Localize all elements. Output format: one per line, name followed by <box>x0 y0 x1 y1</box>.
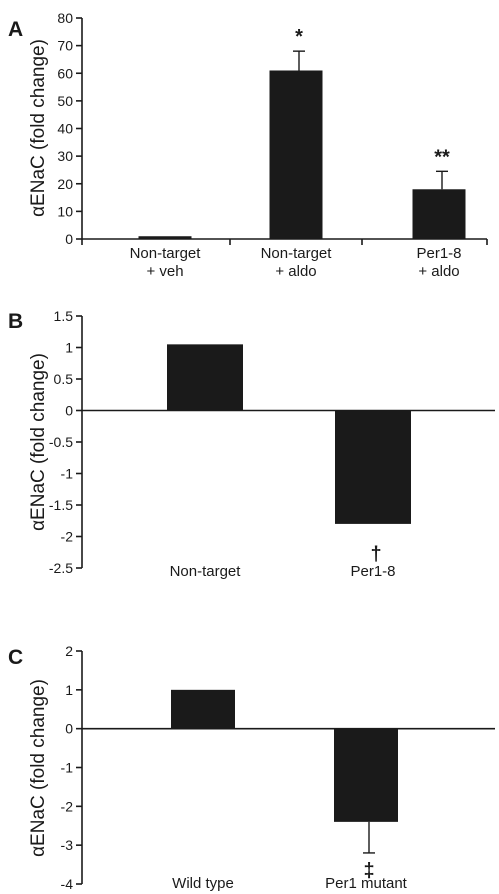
y-tick-label: -2 <box>61 529 74 545</box>
y-tick-label: 1.5 <box>54 308 74 324</box>
bar <box>335 410 411 524</box>
y-tick-label: 80 <box>57 10 73 26</box>
bar <box>167 344 243 411</box>
y-axis-title: αENaC (fold change) <box>28 39 49 217</box>
y-axis-title: αENaC (fold change) <box>28 353 49 531</box>
category-label: Non-target <box>170 563 242 580</box>
y-tick-label: 20 <box>57 176 73 192</box>
panel-letter: A <box>8 18 23 41</box>
y-tick-label: -2 <box>61 798 74 814</box>
y-tick-label: 60 <box>57 65 73 81</box>
category-label: Non-target <box>261 245 333 262</box>
y-tick-label: 0 <box>65 403 73 419</box>
bar <box>138 236 192 239</box>
y-tick-label: 0.5 <box>54 371 74 387</box>
y-axis-title: αENaC (fold change) <box>28 679 49 857</box>
y-tick-label: 10 <box>57 203 73 219</box>
y-tick-label: -4 <box>61 876 74 892</box>
y-tick-label: -3 <box>61 837 74 853</box>
category-label: Per1 mutant <box>325 875 408 892</box>
y-tick-label: 0 <box>65 231 73 247</box>
y-tick-label: 1 <box>65 340 73 356</box>
significance-marker: * <box>295 26 303 48</box>
y-tick-label: 30 <box>57 148 73 164</box>
category-label: Non-target <box>130 245 202 262</box>
significance-marker: † <box>370 544 381 566</box>
y-tick-label: 70 <box>57 38 73 54</box>
y-tick-label: -0.5 <box>49 434 73 450</box>
y-tick-label: 40 <box>57 121 73 137</box>
category-label: + veh <box>146 263 183 280</box>
y-tick-label: -1 <box>61 760 74 776</box>
y-tick-label: -1.5 <box>49 497 73 513</box>
significance-marker: ** <box>434 146 450 168</box>
category-label: Wild type <box>172 875 234 892</box>
category-label: Per1-8 <box>350 563 395 580</box>
panel-letter: C <box>8 646 23 669</box>
significance-marker: ‡ <box>363 860 374 882</box>
category-label: + aldo <box>418 263 459 280</box>
bar <box>334 728 398 822</box>
category-label: Per1-8 <box>416 245 461 262</box>
y-tick-label: -1 <box>61 466 74 482</box>
y-tick-label: 50 <box>57 93 73 109</box>
bar <box>171 689 235 729</box>
y-tick-label: 1 <box>65 682 73 698</box>
y-tick-label: 2 <box>65 643 73 659</box>
panel-letter: B <box>8 310 23 333</box>
y-tick-label: 0 <box>65 721 73 737</box>
bar <box>412 189 466 239</box>
y-tick-label: -2.5 <box>49 560 73 576</box>
bar <box>269 70 323 239</box>
category-label: + aldo <box>275 263 316 280</box>
